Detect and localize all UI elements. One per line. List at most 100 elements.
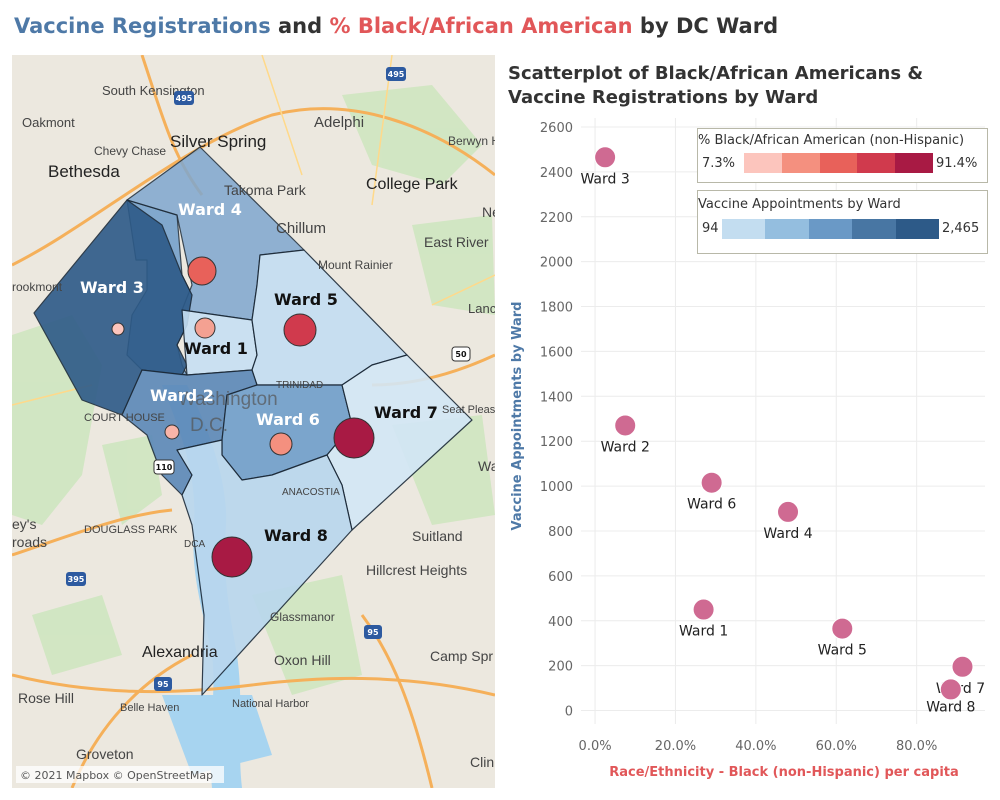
place-label: Chillum	[276, 220, 326, 237]
data-point[interactable]	[951, 655, 974, 678]
data-points: Ward 3 Ward 2 Ward 6 Ward 4 Ward 1 Ward 5 Ward…	[580, 146, 985, 715]
title-vaccine-registrations: Vaccine Registrations	[14, 14, 271, 38]
dashboard-title: Vaccine Registrations and % Black/Africa…	[14, 14, 778, 38]
ward-7-bubble	[333, 417, 375, 459]
legend-percent-swatch	[781, 153, 820, 173]
ward-1-bubble	[194, 317, 216, 339]
ward-label-4: Ward 4	[178, 200, 242, 219]
legend-appointments-min: 94	[702, 221, 719, 236]
place-label: Camp Spr	[430, 648, 493, 664]
point-label: Ward 5	[818, 643, 867, 659]
place-label: East River	[424, 234, 489, 250]
place-label: Berwyn Heights	[448, 134, 495, 148]
legend-percent-swatch	[744, 153, 782, 173]
place-label: Chevy Chase	[94, 144, 166, 158]
ward-3-bubble	[111, 322, 125, 336]
place-label: rookmont	[12, 280, 63, 294]
place-label: DCA	[184, 539, 205, 550]
ward-label-6: Ward 6	[256, 410, 320, 429]
place-label: National Harbor	[232, 698, 309, 710]
title-percent-black: % Black/African American	[329, 14, 633, 38]
y-tick-label: 2600	[540, 121, 573, 136]
data-point[interactable]	[614, 414, 637, 437]
point-label: Ward 1	[679, 624, 728, 640]
place-label: Alexandria	[142, 644, 218, 661]
legend-percent-max: 91.4%	[936, 156, 978, 171]
ward-label-2: Ward 2	[150, 386, 214, 405]
y-tick-label: 1400	[540, 390, 573, 405]
scatter-title: Scatterplot of Black/African Americans &…	[508, 62, 968, 110]
place-label: Suitland	[412, 528, 463, 544]
highway-shield-icon: 495	[386, 67, 406, 81]
legend-appointments-swatch	[722, 219, 766, 239]
x-tick-label: 40.0%	[735, 739, 776, 754]
place-label: Bethesda	[48, 162, 120, 181]
ward-label-8: Ward 8	[264, 526, 328, 545]
point-label: Ward 3	[580, 171, 629, 187]
point-label: Ward 2	[601, 439, 650, 455]
legend-appointments: Vaccine Appointments by Ward 94 2,465	[697, 190, 988, 254]
data-point[interactable]	[594, 146, 617, 169]
place-label: Seat Pleas	[442, 404, 495, 416]
place-label: Belle Haven	[120, 702, 179, 714]
highway-shield-icon: 95	[364, 625, 382, 639]
place-label: Hillcrest Heights	[366, 562, 467, 578]
x-tick-label: 80.0%	[896, 739, 937, 754]
legend-percent-black: % Black/African American (non-Hispanic) …	[697, 128, 988, 183]
legend-percent-swatch	[895, 153, 933, 173]
ward-2-bubble	[164, 424, 180, 440]
place-label: Oakmont	[22, 115, 75, 130]
legend-appointments-max: 2,465	[942, 221, 980, 236]
data-point[interactable]	[939, 678, 962, 701]
place-label: roads	[12, 534, 47, 550]
dc-ward-map[interactable]: South Kensington Oakmont Adelphi Silver …	[12, 55, 495, 788]
legend-appointments-title: Vaccine Appointments by Ward	[698, 197, 901, 212]
y-tick-label: 1000	[540, 480, 573, 495]
legend-percent-swatches	[744, 153, 933, 173]
legend-percent-swatch	[819, 153, 858, 173]
data-point[interactable]	[831, 617, 854, 640]
highway-shield-icon: 95	[154, 677, 172, 691]
scatter-title-line2: Vaccine Registrations by Ward	[508, 87, 819, 108]
legend-appointments-swatch	[852, 219, 896, 239]
place-label: ANACOSTIA	[282, 487, 340, 498]
place-label: Glassmanor	[270, 610, 335, 624]
y-tick-label: 400	[548, 615, 573, 630]
y-tick-label: 2200	[540, 211, 573, 226]
legend-percent-title: % Black/African American (non-Hispanic)	[698, 133, 965, 148]
y-tick-label: 0	[565, 705, 573, 720]
data-point[interactable]	[777, 500, 800, 523]
x-tick-label: 0.0%	[579, 739, 612, 754]
y-tick-label: 600	[548, 570, 573, 585]
place-label: Groveton	[76, 746, 134, 762]
place-label: Adelphi	[314, 114, 364, 131]
place-label: COURT HOUSE	[84, 412, 165, 424]
data-point[interactable]	[692, 598, 715, 621]
ward-label-1: Ward 1	[184, 339, 248, 358]
ward-8-bubble	[211, 536, 253, 578]
place-label: Wa	[478, 458, 495, 474]
legend-appointments-swatch	[895, 219, 940, 239]
svg-text:495: 495	[388, 70, 405, 79]
place-label: Clin	[470, 754, 494, 770]
highway-shield-icon: 50	[451, 346, 471, 362]
place-label: Silver Spring	[170, 132, 266, 151]
ward-6-bubble	[269, 432, 293, 456]
svg-text:50: 50	[455, 350, 467, 359]
ward-label-5: Ward 5	[274, 290, 338, 309]
highway-shield-icon: 495	[174, 91, 194, 105]
highway-shield-icon: 395	[66, 572, 86, 586]
map-attribution[interactable]: © 2021 Mapbox © OpenStreetMap	[20, 769, 213, 782]
point-label: Ward 6	[687, 497, 736, 513]
legend-percent-swatch	[857, 153, 896, 173]
highway-shield-icon: 110	[153, 459, 175, 475]
y-tick-label: 200	[548, 660, 573, 675]
place-label: Ne	[482, 204, 495, 220]
y-tick-label: 1200	[540, 435, 573, 450]
svg-text:495: 495	[176, 94, 193, 103]
x-tick-label: 60.0%	[816, 739, 857, 754]
y-tick-label: 800	[548, 525, 573, 540]
legend-percent-min: 7.3%	[702, 156, 736, 171]
data-point[interactable]	[700, 471, 723, 494]
svg-text:95: 95	[367, 628, 379, 637]
